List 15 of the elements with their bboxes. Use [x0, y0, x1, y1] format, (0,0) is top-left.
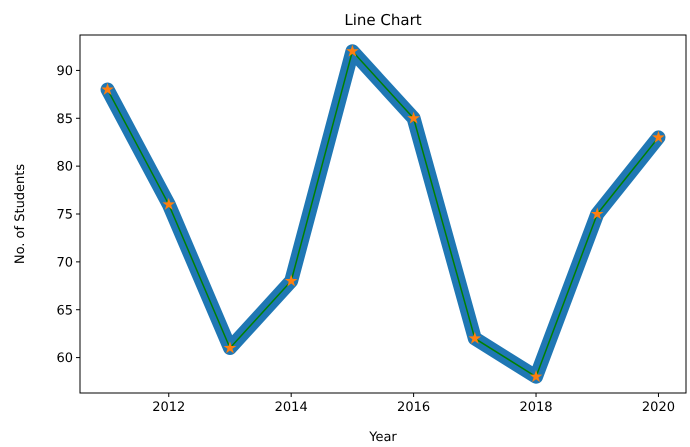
- x-tick-label: 2016: [397, 400, 430, 415]
- y-tick-label: 80: [56, 160, 73, 175]
- x-axis-title: Year: [368, 430, 398, 445]
- y-axis-title: No. of Students: [13, 164, 28, 264]
- y-tick-label: 70: [56, 255, 73, 270]
- x-tick-label: 2014: [274, 400, 308, 415]
- y-tick-label: 85: [56, 112, 73, 127]
- chart-title: Line Chart: [344, 11, 422, 29]
- x-tick-label: 2020: [642, 400, 675, 415]
- y-tick-label: 65: [56, 303, 73, 318]
- x-tick-label: 2012: [152, 400, 186, 415]
- y-tick-label: 75: [56, 208, 73, 223]
- x-tick-label: 2018: [519, 400, 553, 415]
- y-tick-label: 60: [56, 351, 73, 366]
- y-tick-label: 90: [56, 64, 73, 79]
